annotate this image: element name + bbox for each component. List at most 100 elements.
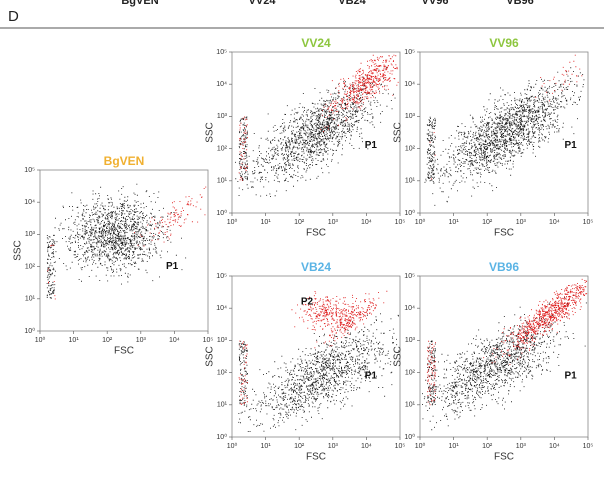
x-tick-label: 10¹ bbox=[69, 337, 80, 344]
gate-label: P1 bbox=[365, 140, 378, 151]
x-axis-label: FSC bbox=[494, 228, 514, 239]
y-tick-label: 10¹ bbox=[25, 296, 36, 303]
y-tick-label: 10⁵ bbox=[404, 273, 415, 280]
x-tick-label: 10³ bbox=[328, 219, 339, 226]
x-tick-label: 10⁰ bbox=[35, 336, 46, 344]
panel-label: D bbox=[8, 8, 19, 25]
y-tick-label: 10⁰ bbox=[216, 433, 227, 441]
y-tick-label: 10⁴ bbox=[216, 81, 227, 88]
y-tick-label: 10³ bbox=[217, 113, 228, 120]
x-tick-label: 10² bbox=[102, 337, 113, 344]
y-tick-label: 10² bbox=[25, 263, 36, 270]
x-tick-label: 10⁵ bbox=[395, 219, 406, 226]
y-tick-label: 10⁰ bbox=[404, 209, 415, 217]
x-tick-label: 10⁵ bbox=[395, 443, 406, 450]
y-axis-label: SSC bbox=[393, 122, 404, 143]
x-tick-label: 10¹ bbox=[261, 219, 272, 226]
plot-frame bbox=[39, 169, 209, 332]
y-tick-label: 10⁰ bbox=[24, 327, 35, 335]
event-dots bbox=[238, 54, 399, 181]
x-axis-label: FSC bbox=[494, 452, 514, 463]
event-dots bbox=[238, 313, 400, 432]
plot-frame bbox=[231, 275, 401, 438]
scatter-plot: VB96 10⁰ 10¹ 10² 10³ 10⁴ 10⁵ 10⁰ 10¹ 10² 10³ 10⁴ 10⁵… bbox=[393, 260, 594, 462]
x-tick-label: 10⁴ bbox=[361, 219, 372, 226]
y-tick-label: 10³ bbox=[217, 337, 228, 344]
y-tick-label: 10¹ bbox=[405, 402, 416, 409]
x-tick-label: 10⁰ bbox=[415, 218, 426, 226]
x-tick-label: 10³ bbox=[328, 443, 339, 450]
column-header: VB24 bbox=[338, 0, 366, 7]
column-header: VV24 bbox=[249, 0, 277, 7]
event-dots bbox=[424, 67, 585, 206]
x-tick-label: 10² bbox=[294, 219, 305, 226]
y-axis-label: SSC bbox=[13, 240, 24, 261]
scatter-plot: VB24 10⁰ 10¹ 10² 10³ 10⁴ 10⁵ 10⁰ 10¹ 10² 10³ 10⁴ 10⁵… bbox=[205, 260, 406, 462]
x-axis-label: FSC bbox=[114, 346, 134, 357]
x-tick-label: 10² bbox=[482, 219, 493, 226]
gate-label: P1 bbox=[564, 370, 577, 381]
x-tick-label: 10³ bbox=[136, 337, 147, 344]
plot-title: VB96 bbox=[489, 260, 519, 274]
y-tick-label: 10² bbox=[217, 145, 228, 152]
scatter-plot: BgVEN 10⁰ 10¹ 10² 10³ 10⁴ 10⁵ 10⁰ 10¹ 10² 10³ 10⁴ 10… bbox=[13, 154, 214, 356]
x-tick-label: 10² bbox=[482, 443, 493, 450]
gate-label: P1 bbox=[166, 261, 179, 272]
column-header: BgVEN bbox=[121, 0, 158, 7]
y-tick-label: 10⁵ bbox=[404, 49, 415, 56]
y-tick-label: 10³ bbox=[405, 113, 416, 120]
plot-title: VV96 bbox=[489, 36, 519, 50]
event-dots bbox=[426, 278, 588, 406]
plot-frame bbox=[231, 51, 401, 214]
plot-title: BgVEN bbox=[104, 154, 145, 168]
x-tick-label: 10⁰ bbox=[227, 442, 238, 450]
scatter-plot: VV96 10⁰ 10¹ 10² 10³ 10⁴ 10⁵ 10⁰ 10¹ 10² 10³ 10⁴ 10⁵… bbox=[393, 36, 594, 238]
y-tick-label: 10⁵ bbox=[216, 49, 227, 56]
event-dots bbox=[422, 294, 587, 431]
x-tick-label: 10⁵ bbox=[203, 337, 214, 344]
gate-label: P2 bbox=[301, 296, 314, 307]
event-dots bbox=[46, 183, 187, 299]
x-tick-label: 10¹ bbox=[261, 443, 272, 450]
x-tick-label: 10⁵ bbox=[583, 443, 594, 450]
y-tick-label: 10¹ bbox=[217, 178, 228, 185]
y-tick-label: 10⁵ bbox=[24, 167, 35, 174]
x-tick-label: 10¹ bbox=[449, 219, 460, 226]
plot-title: VV24 bbox=[301, 36, 331, 50]
y-axis-label: SSC bbox=[205, 346, 216, 367]
y-tick-label: 10⁰ bbox=[404, 433, 415, 441]
x-tick-label: 10⁵ bbox=[583, 219, 594, 226]
y-tick-label: 10¹ bbox=[405, 178, 416, 185]
y-tick-label: 10³ bbox=[405, 337, 416, 344]
y-tick-label: 10³ bbox=[25, 231, 36, 238]
column-header: VV96 bbox=[422, 0, 449, 7]
x-tick-label: 10⁰ bbox=[227, 218, 238, 226]
scatter-plot: VV24 10⁰ 10¹ 10² 10³ 10⁴ 10⁵ 10⁰ 10¹ 10² 10³ 10⁴ 10⁵… bbox=[205, 36, 406, 238]
x-tick-label: 10³ bbox=[516, 443, 527, 450]
y-tick-label: 10⁴ bbox=[24, 199, 35, 206]
x-tick-label: 10³ bbox=[516, 219, 527, 226]
y-tick-label: 10⁵ bbox=[216, 273, 227, 280]
y-axis-label: SSC bbox=[205, 122, 216, 143]
column-header: VB96 bbox=[506, 0, 534, 7]
y-tick-label: 10⁰ bbox=[216, 209, 227, 217]
gate-label: P1 bbox=[564, 140, 577, 151]
y-tick-label: 10¹ bbox=[217, 402, 228, 409]
y-tick-label: 10⁴ bbox=[404, 305, 415, 312]
x-tick-label: 10² bbox=[294, 443, 305, 450]
y-tick-label: 10² bbox=[405, 369, 416, 376]
x-tick-label: 10⁴ bbox=[549, 219, 560, 226]
plot-frame bbox=[419, 51, 589, 214]
y-tick-label: 10⁴ bbox=[216, 305, 227, 312]
x-tick-label: 10¹ bbox=[449, 443, 460, 450]
x-axis-label: FSC bbox=[306, 228, 326, 239]
x-tick-label: 10⁴ bbox=[549, 443, 560, 450]
plot-frame bbox=[419, 275, 589, 438]
x-tick-label: 10⁰ bbox=[415, 442, 426, 450]
x-tick-label: 10⁴ bbox=[169, 337, 180, 344]
y-tick-label: 10² bbox=[217, 369, 228, 376]
y-axis-label: SSC bbox=[393, 346, 404, 367]
y-tick-label: 10⁴ bbox=[404, 81, 415, 88]
gate-label: P1 bbox=[365, 370, 378, 381]
